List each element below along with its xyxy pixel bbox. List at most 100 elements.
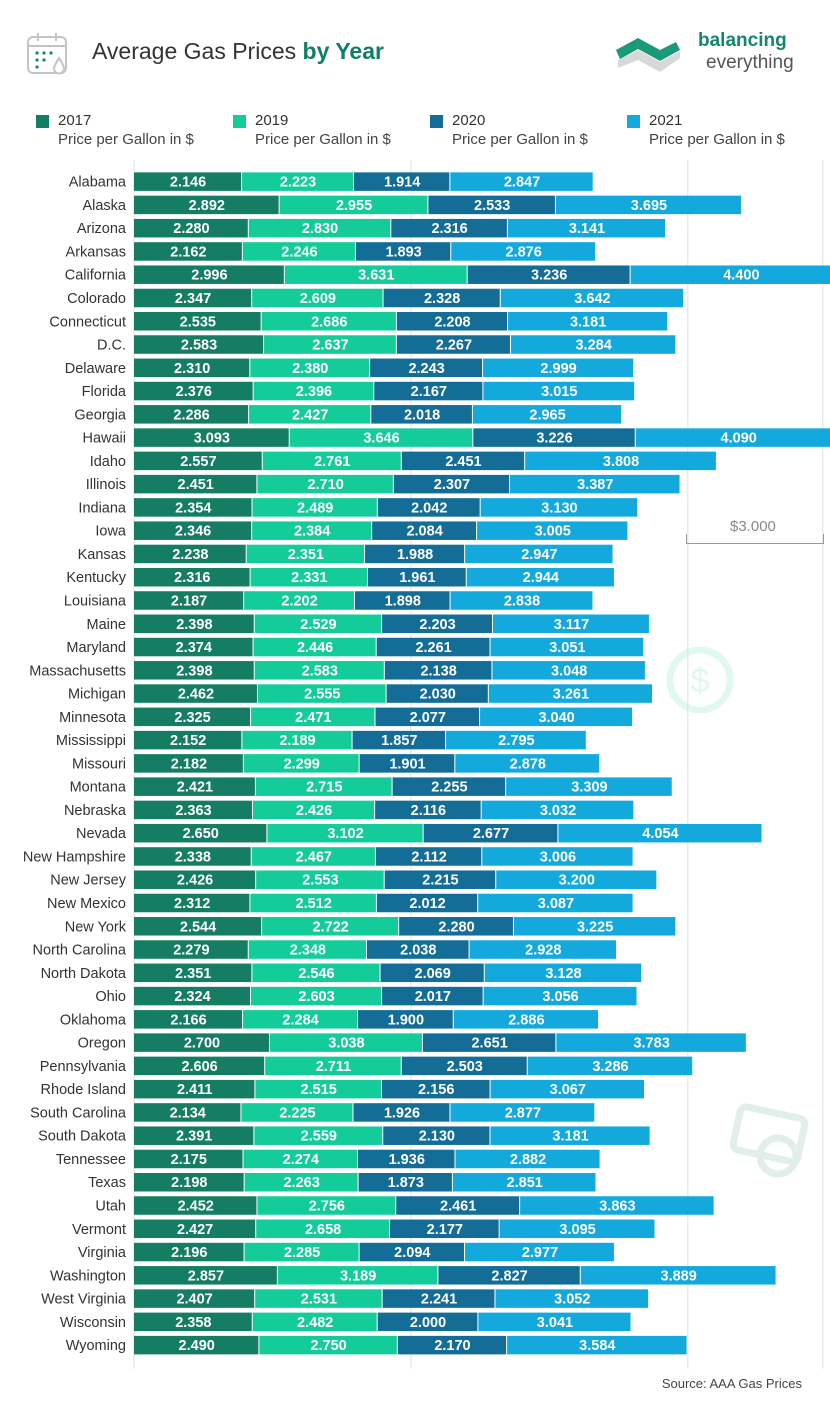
data-label: 2.316: [174, 570, 210, 586]
bar-2019: [255, 1079, 382, 1099]
bar-2017: [134, 1056, 265, 1076]
bar-2017: [134, 172, 242, 191]
data-label: 2.451: [445, 454, 481, 470]
bar-2021: [490, 637, 644, 657]
bar-2019: [242, 172, 353, 191]
data-label: 2.391: [176, 1129, 212, 1145]
data-label: 2.116: [411, 803, 447, 819]
bar-2019: [252, 1312, 377, 1332]
balancing-everything-logo-icon: [616, 38, 680, 72]
category-label: New York: [65, 919, 127, 935]
data-label: 4.400: [723, 268, 759, 284]
data-label: 2.316: [431, 221, 467, 237]
data-label: 3.189: [340, 1268, 376, 1284]
bar-2017: [134, 1126, 254, 1145]
data-label: 2.411: [177, 1082, 213, 1098]
bar-2020: [397, 1335, 507, 1355]
data-label: 3.015: [541, 384, 577, 400]
bar-2021: [513, 917, 676, 936]
data-label: 3.309: [571, 780, 607, 796]
bar-2020: [399, 917, 513, 936]
bar-2019: [255, 777, 392, 796]
bar-2021: [450, 1103, 595, 1122]
bar-2017: [134, 1196, 257, 1215]
data-label: 2.384: [294, 524, 330, 540]
bar-2021: [492, 614, 649, 634]
category-label: South Carolina: [30, 1105, 127, 1121]
bar-2021: [465, 544, 613, 564]
data-label: 2.559: [301, 1129, 337, 1145]
bar-2021: [499, 1219, 655, 1239]
data-label: 2.187: [171, 593, 207, 609]
bar-2020: [423, 823, 558, 843]
data-label: 3.095: [559, 1222, 595, 1238]
bar-2019: [250, 893, 376, 913]
data-label: 2.261: [415, 640, 451, 656]
bar-2017: [134, 428, 289, 447]
bar-2021: [490, 1079, 645, 1099]
data-label: 2.947: [521, 547, 557, 563]
money-watermark-icon: [729, 1103, 809, 1178]
data-label: 2.795: [498, 733, 534, 749]
bar-2019: [251, 707, 375, 727]
bar-2021: [450, 591, 593, 610]
category-label: Montana: [70, 780, 127, 796]
bar-2017: [134, 218, 248, 238]
bar-2021: [478, 1312, 631, 1332]
legend-subtitle: Price per Gallon in $: [649, 131, 785, 148]
data-label: 2.347: [175, 291, 211, 307]
bar-2021: [630, 265, 830, 284]
data-label: 2.279: [173, 943, 209, 959]
data-label: 3.284: [575, 338, 611, 354]
bar-2020: [376, 893, 478, 913]
data-label: 2.427: [292, 407, 328, 423]
data-label: 2.426: [296, 803, 332, 819]
page-title: Average Gas Prices by Year: [92, 38, 384, 64]
category-label: Washington: [50, 1268, 126, 1284]
data-label: 3.261: [553, 687, 589, 703]
data-label: 2.892: [189, 198, 225, 214]
data-label: 2.284: [282, 1012, 318, 1028]
bar-2017: [134, 1219, 256, 1239]
bar-2021: [527, 1056, 693, 1076]
category-label: Arkansas: [66, 244, 126, 260]
data-label: 3.286: [592, 1059, 628, 1075]
category-label: Alabama: [69, 175, 127, 191]
legend-swatch: [430, 115, 443, 128]
data-label: 3.695: [631, 198, 667, 214]
bar-2019: [253, 637, 376, 657]
data-label: 3.889: [661, 1268, 697, 1284]
data-label: 2.274: [283, 1152, 319, 1168]
data-label: 2.553: [302, 873, 338, 889]
data-label: 2.827: [491, 1268, 527, 1284]
data-label: 2.462: [178, 687, 214, 703]
data-label: 2.138: [420, 663, 456, 679]
bar-2021: [492, 661, 645, 680]
data-label: 2.531: [301, 1292, 337, 1308]
data-label: 2.241: [421, 1292, 457, 1308]
bar-2020: [382, 1289, 495, 1308]
bar-2020: [383, 288, 500, 308]
bar-2019: [289, 428, 473, 447]
bar-2019: [261, 312, 396, 331]
data-label: 2.996: [191, 268, 227, 284]
category-label: D.C.: [97, 338, 126, 354]
data-label: 3.141: [569, 221, 605, 237]
bar-2021: [472, 405, 622, 424]
legend-year: 2019: [255, 112, 289, 129]
bar-2019: [257, 474, 393, 494]
data-label: 3.040: [538, 710, 574, 726]
data-label: 1.936: [389, 1152, 425, 1168]
data-label: 2.658: [305, 1222, 341, 1238]
bar-2019: [243, 1010, 358, 1029]
bar-2017: [134, 195, 279, 215]
data-label: 2.280: [173, 221, 209, 237]
data-label: 3.631: [358, 268, 394, 284]
bar-2021: [507, 218, 666, 238]
data-label: 2.038: [400, 943, 436, 959]
data-label: 2.196: [171, 1245, 207, 1261]
data-label: 1.901: [389, 756, 425, 772]
data-label: 2.851: [507, 1175, 543, 1191]
category-label: Wisconsin: [60, 1315, 126, 1331]
legend-swatch: [233, 115, 246, 128]
